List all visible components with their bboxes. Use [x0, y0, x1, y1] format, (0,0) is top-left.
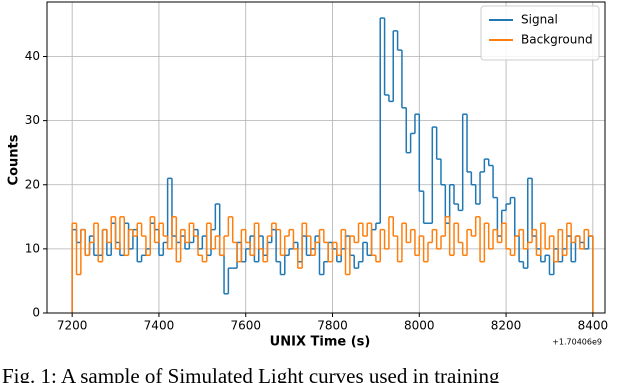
x-tick-label: 7800	[317, 319, 348, 333]
x-tick-label: 8400	[578, 319, 609, 333]
legend-label: Background	[521, 33, 593, 47]
x-offset-label: +1.70406e9	[552, 338, 602, 347]
x-tick-label: 8000	[404, 319, 435, 333]
y-tick-label: 10	[25, 241, 40, 255]
y-tick-label: 20	[25, 177, 40, 191]
y-tick-label: 30	[25, 113, 40, 127]
caption: Fig. 1: A sample of Simulated Light curv…	[2, 364, 500, 383]
x-axis-label: UNIX Time (s)	[270, 335, 371, 350]
y-axis-label: Counts	[7, 134, 22, 185]
y-tick-label: 0	[32, 306, 40, 320]
plot-frame	[46, 1, 606, 314]
x-tick-label: 7400	[144, 319, 175, 333]
x-tick-label: 7600	[230, 319, 261, 333]
legend-label: Signal	[521, 13, 558, 27]
x-tick-label: 7200	[57, 319, 88, 333]
x-tick-label: 8200	[491, 319, 522, 333]
y-tick-label: 40	[25, 49, 40, 63]
